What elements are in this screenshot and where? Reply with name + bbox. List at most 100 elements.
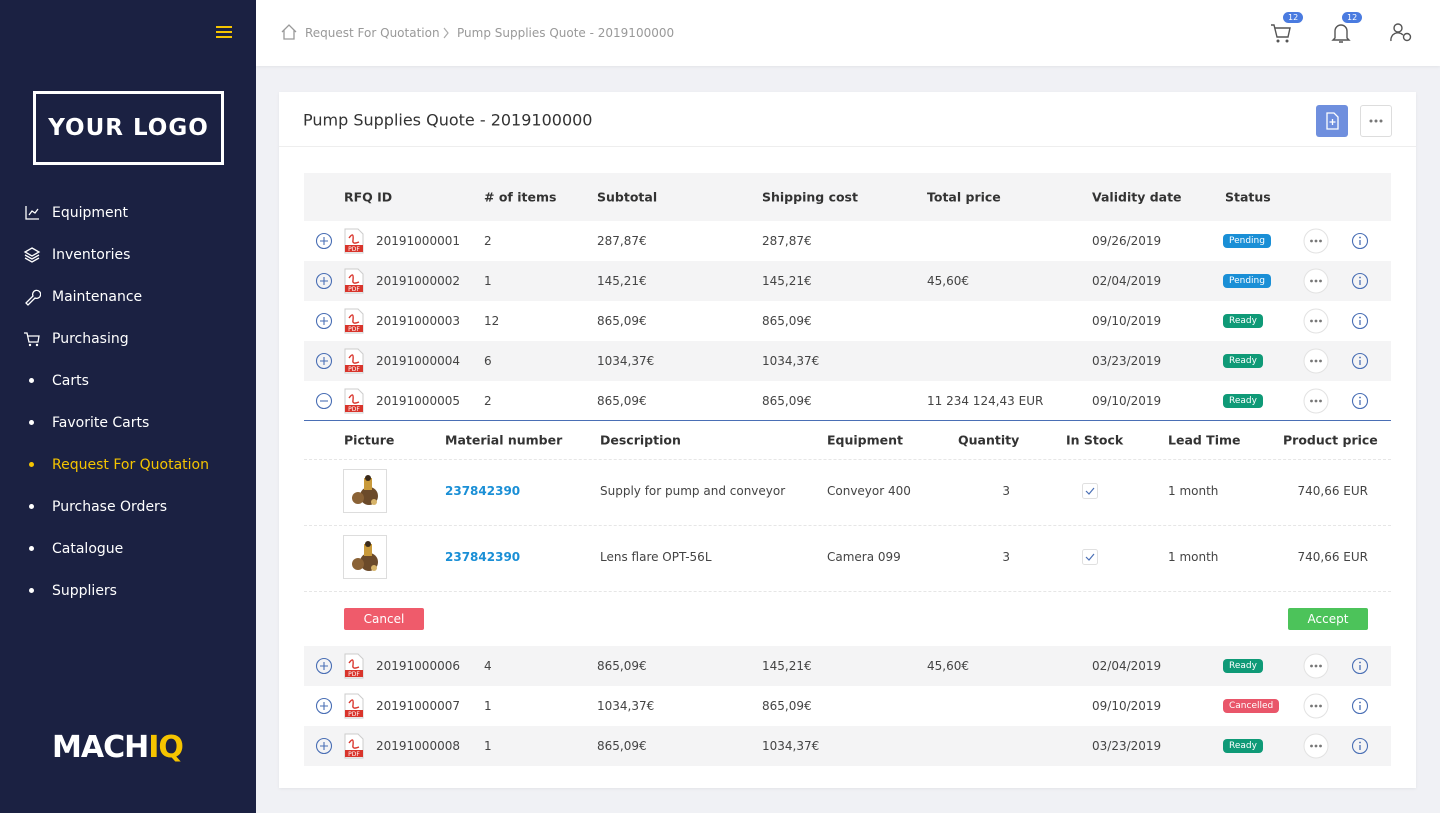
cell: 1	[484, 274, 492, 288]
cell: 740,66 EUR	[1297, 484, 1368, 498]
cell: 09/10/2019	[1092, 314, 1162, 328]
menu-bullet	[29, 378, 34, 383]
info-button[interactable]	[1351, 697, 1369, 719]
status-badge: Ready	[1223, 354, 1263, 368]
cell: 865,09€	[762, 314, 812, 328]
cell: 1 month	[1168, 550, 1219, 564]
cell: Supply for pump and conveyor	[600, 484, 786, 498]
menu-item[interactable]: Inventories	[52, 247, 131, 263]
status-badge: Ready	[1223, 659, 1263, 673]
detail-column-header: Material number	[445, 432, 563, 448]
more-button[interactable]	[1360, 105, 1392, 137]
cancel-button[interactable]: Cancel	[344, 608, 424, 630]
expand-button[interactable]	[315, 737, 333, 759]
info-button[interactable]	[1351, 657, 1369, 679]
pdf-icon[interactable]: PDF	[344, 388, 364, 418]
detail-column-header: Description	[600, 432, 681, 448]
row-actions[interactable]	[1303, 268, 1329, 298]
cell: 02/04/2019	[1092, 659, 1162, 673]
pdf-icon[interactable]: PDF	[344, 733, 364, 763]
pdf-icon[interactable]: PDF	[344, 268, 364, 298]
expand-button[interactable]	[315, 657, 333, 679]
row-actions[interactable]	[1303, 733, 1329, 763]
info-button[interactable]	[1351, 272, 1369, 294]
status-badge: Pending	[1223, 234, 1271, 248]
material-link[interactable]: 237842390	[445, 484, 521, 498]
menu-icon	[23, 246, 41, 268]
info-button[interactable]	[1351, 737, 1369, 759]
breadcrumb-link[interactable]: Request For Quotation	[305, 26, 440, 40]
menu-bullet	[29, 462, 34, 467]
expand-button[interactable]	[315, 697, 333, 719]
submenu-item[interactable]: Suppliers	[52, 583, 117, 599]
row-actions[interactable]	[1303, 228, 1329, 258]
pdf-icon[interactable]: PDF	[344, 653, 364, 683]
cell: 03/23/2019	[1092, 739, 1162, 753]
collapse-button[interactable]	[315, 392, 333, 414]
pdf-icon[interactable]: PDF	[344, 228, 364, 258]
bell-icon[interactable]	[1331, 22, 1351, 44]
expand-button[interactable]	[315, 272, 333, 294]
cart-icon[interactable]	[1270, 22, 1292, 44]
status-badge: Pending	[1223, 274, 1271, 288]
table-row	[304, 726, 1391, 766]
detail-separator	[304, 591, 1391, 592]
table-row	[304, 221, 1391, 261]
svg-text:PDF: PDF	[348, 246, 360, 253]
menu-toggle[interactable]	[215, 25, 233, 39]
pdf-icon[interactable]: PDF	[344, 348, 364, 378]
submenu-item[interactable]: Carts	[52, 373, 89, 389]
submenu-item[interactable]: Request For Quotation	[52, 457, 209, 473]
detail-column-header: Lead Time	[1168, 432, 1241, 448]
cell: 145,21€	[762, 274, 812, 288]
submenu-item[interactable]: Purchase Orders	[52, 499, 168, 515]
detail-column-header: Quantity	[958, 432, 1020, 448]
table-row	[304, 686, 1391, 726]
pdf-icon[interactable]: PDF	[344, 308, 364, 338]
expand-button[interactable]	[315, 232, 333, 254]
cell: 03/23/2019	[1092, 354, 1162, 368]
row-actions[interactable]	[1303, 653, 1329, 683]
new-document-button[interactable]	[1316, 105, 1348, 137]
row-actions[interactable]	[1303, 388, 1329, 418]
svg-text:PDF: PDF	[348, 671, 360, 678]
info-button[interactable]	[1351, 352, 1369, 374]
cell: 2	[484, 394, 492, 408]
info-button[interactable]	[1351, 312, 1369, 334]
status-badge: Ready	[1223, 394, 1263, 408]
cell: Camera 099	[827, 550, 901, 564]
info-button[interactable]	[1351, 392, 1369, 414]
accept-button[interactable]: Accept	[1288, 608, 1368, 630]
svg-text:PDF: PDF	[348, 406, 360, 413]
row-actions[interactable]	[1303, 348, 1329, 378]
user-settings-icon[interactable]	[1390, 22, 1414, 44]
column-header: Validity date	[1092, 189, 1182, 205]
cell: 865,09€	[762, 394, 812, 408]
menu-bullet	[29, 588, 34, 593]
pdf-icon[interactable]: PDF	[344, 693, 364, 723]
table-row	[304, 646, 1391, 686]
menu-item[interactable]: Equipment	[52, 205, 128, 221]
cell: 287,87€	[762, 234, 812, 248]
cell: Conveyor 400	[827, 484, 911, 498]
cell: Lens flare OPT-56L	[600, 550, 712, 564]
expand-button[interactable]	[315, 312, 333, 334]
menu-item[interactable]: Purchasing	[52, 331, 129, 347]
breadcrumb-separator	[443, 27, 449, 39]
detail-column-header: In Stock	[1066, 432, 1124, 448]
topbar: Request For Quotation Pump Supplies Quot…	[256, 0, 1440, 66]
detail-separator	[304, 459, 1391, 460]
info-button[interactable]	[1351, 232, 1369, 254]
column-header: # of items	[484, 189, 557, 205]
material-link[interactable]: 237842390	[445, 550, 521, 564]
row-actions[interactable]	[1303, 693, 1329, 723]
submenu-item[interactable]: Catalogue	[52, 541, 124, 557]
row-actions[interactable]	[1303, 308, 1329, 338]
submenu-item[interactable]: Favorite Carts	[52, 415, 150, 431]
cell: 1	[484, 699, 492, 713]
cell: 3	[1002, 550, 1010, 564]
cell: 6	[484, 354, 492, 368]
expand-button[interactable]	[315, 352, 333, 374]
menu-item[interactable]: Maintenance	[52, 289, 143, 305]
home-icon[interactable]	[280, 23, 298, 41]
